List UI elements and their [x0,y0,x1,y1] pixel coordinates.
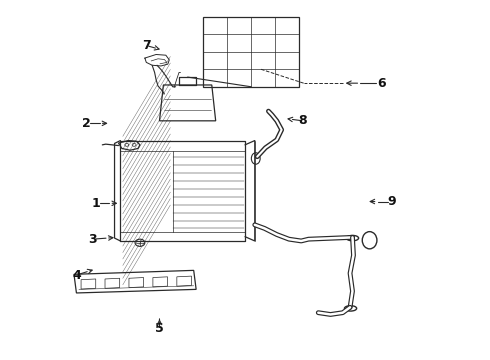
Text: 7: 7 [142,39,151,52]
Text: 1: 1 [92,197,100,210]
Text: 4: 4 [72,269,81,282]
Text: 3: 3 [88,233,97,246]
Text: 8: 8 [298,114,307,127]
Text: 6: 6 [377,77,386,90]
Text: 5: 5 [155,322,164,335]
Bar [203,17,299,87]
Text: 9: 9 [387,195,396,208]
Text: 2: 2 [82,117,91,130]
